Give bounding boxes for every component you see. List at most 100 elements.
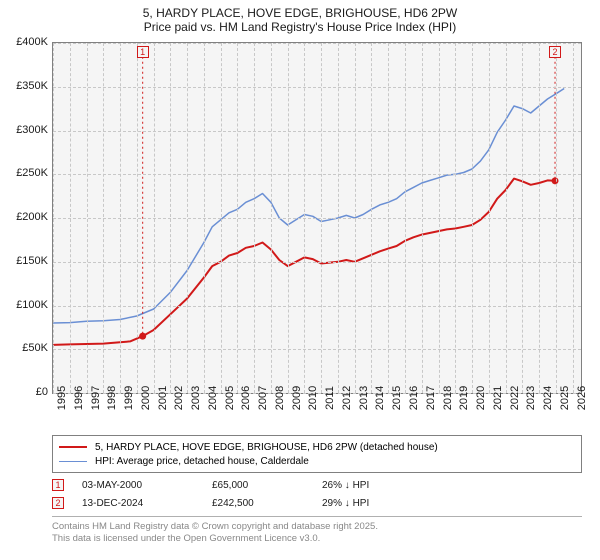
- xtick-label: 2015: [391, 386, 403, 410]
- gridline-v: [237, 43, 238, 393]
- cell-delta: 26% ↓ HPI: [322, 480, 432, 491]
- xtick-label: 1996: [73, 386, 85, 410]
- gridline-h: [53, 218, 581, 219]
- xtick-label: 2010: [307, 386, 319, 410]
- chart-plot-area: 12: [52, 42, 582, 394]
- gridline-v: [137, 43, 138, 393]
- xtick-label: 2000: [140, 386, 152, 410]
- xtick-label: 2022: [509, 386, 521, 410]
- ytick-label: £300K: [16, 124, 48, 136]
- legend-label: HPI: Average price, detached house, Cald…: [95, 456, 309, 467]
- xtick-label: 2008: [274, 386, 286, 410]
- marker-label: 2: [549, 46, 561, 58]
- gridline-v: [304, 43, 305, 393]
- xtick-label: 2009: [291, 386, 303, 410]
- legend-swatch: [59, 446, 87, 448]
- legend: 5, HARDY PLACE, HOVE EDGE, BRIGHOUSE, HD…: [52, 435, 582, 473]
- gridline-h: [53, 87, 581, 88]
- ytick-label: £0: [36, 386, 48, 398]
- xtick-label: 2019: [458, 386, 470, 410]
- marker-label: 1: [137, 46, 149, 58]
- xtick-label: 2003: [190, 386, 202, 410]
- xtick-label: 2004: [207, 386, 219, 410]
- gridline-v: [439, 43, 440, 393]
- gridline-v: [87, 43, 88, 393]
- cell-price: £65,000: [212, 480, 322, 491]
- xtick-label: 2026: [576, 386, 588, 410]
- gridline-h: [53, 306, 581, 307]
- gridline-h: [53, 43, 581, 44]
- xtick-label: 2020: [475, 386, 487, 410]
- xtick-label: 2021: [492, 386, 504, 410]
- gridline-v: [187, 43, 188, 393]
- gridline-v: [506, 43, 507, 393]
- gridline-v: [371, 43, 372, 393]
- ytick-label: £350K: [16, 80, 48, 92]
- series-hpi: [53, 89, 564, 324]
- gridline-v: [70, 43, 71, 393]
- legend-label: 5, HARDY PLACE, HOVE EDGE, BRIGHOUSE, HD…: [95, 442, 438, 453]
- legend-row: HPI: Average price, detached house, Cald…: [59, 454, 575, 468]
- xtick-label: 1999: [123, 386, 135, 410]
- marker-label: 1: [52, 479, 64, 491]
- xtick-label: 2024: [542, 386, 554, 410]
- gridline-v: [338, 43, 339, 393]
- footer-attribution: Contains HM Land Registry data © Crown c…: [52, 516, 582, 546]
- xtick-label: 2016: [408, 386, 420, 410]
- xtick-label: 2011: [324, 386, 336, 410]
- table-row: 213-DEC-2024£242,50029% ↓ HPI: [52, 494, 582, 512]
- gridline-v: [288, 43, 289, 393]
- xtick-label: 2012: [341, 386, 353, 410]
- xtick-label: 2018: [442, 386, 454, 410]
- xtick-label: 2017: [425, 386, 437, 410]
- ytick-label: £250K: [16, 167, 48, 179]
- xtick-label: 2006: [240, 386, 252, 410]
- gridline-v: [472, 43, 473, 393]
- gridline-v: [388, 43, 389, 393]
- gridline-h: [53, 174, 581, 175]
- legend-row: 5, HARDY PLACE, HOVE EDGE, BRIGHOUSE, HD…: [59, 440, 575, 454]
- gridline-v: [170, 43, 171, 393]
- footer-line2: This data is licensed under the Open Gov…: [52, 533, 582, 545]
- gridline-h: [53, 349, 581, 350]
- gridline-v: [204, 43, 205, 393]
- gridline-v: [522, 43, 523, 393]
- gridline-v: [355, 43, 356, 393]
- legend-swatch: [59, 461, 87, 462]
- gridline-v: [254, 43, 255, 393]
- cell-marker: 2: [52, 497, 82, 509]
- xtick-label: 1995: [56, 386, 68, 410]
- xtick-label: 2007: [257, 386, 269, 410]
- gridline-v: [556, 43, 557, 393]
- gridline-v: [53, 43, 54, 393]
- table-row: 1 03-MAY-2000£65,00026% ↓ HPI: [52, 476, 582, 494]
- ytick-label: £200K: [16, 211, 48, 223]
- cell-date: 13-DEC-2024: [82, 498, 212, 509]
- ytick-label: £100K: [16, 299, 48, 311]
- title-line2: Price paid vs. HM Land Registry's House …: [0, 20, 600, 34]
- footer-line1: Contains HM Land Registry data © Crown c…: [52, 521, 582, 533]
- xtick-label: 2002: [173, 386, 185, 410]
- ytick-label: £400K: [16, 36, 48, 48]
- xtick-label: 2025: [559, 386, 571, 410]
- gridline-v: [103, 43, 104, 393]
- cell-delta: 29% ↓ HPI: [322, 498, 432, 509]
- xtick-label: 1997: [90, 386, 102, 410]
- xtick-label: 2005: [224, 386, 236, 410]
- gridline-v: [455, 43, 456, 393]
- xtick-label: 1998: [106, 386, 118, 410]
- gridline-h: [53, 131, 581, 132]
- gridline-v: [271, 43, 272, 393]
- title-line1: 5, HARDY PLACE, HOVE EDGE, BRIGHOUSE, HD…: [0, 6, 600, 20]
- gridline-v: [405, 43, 406, 393]
- xtick-label: 2013: [358, 386, 370, 410]
- xtick-label: 2014: [374, 386, 386, 410]
- sales-table: 1 03-MAY-2000£65,00026% ↓ HPI 213-DEC-2024…: [52, 476, 582, 512]
- ytick-label: £50K: [22, 342, 48, 354]
- gridline-v: [154, 43, 155, 393]
- xtick-label: 2023: [525, 386, 537, 410]
- cell-marker: 1: [52, 479, 82, 491]
- cell-date: 03-MAY-2000: [82, 480, 212, 491]
- gridline-h: [53, 262, 581, 263]
- xtick-label: 2001: [157, 386, 169, 410]
